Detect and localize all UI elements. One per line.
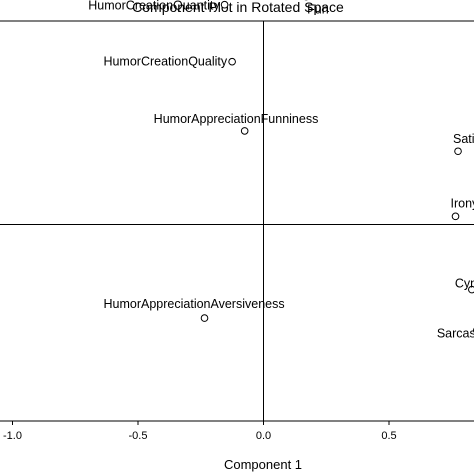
data-point-label: HumorAppreciationFunniness — [154, 112, 319, 126]
data-point — [240, 127, 249, 135]
plot-area — [0, 20, 474, 422]
x-axis-label: Component 1 — [224, 457, 302, 472]
data-point-label: Irony — [451, 196, 474, 210]
x-tick-label: 0.5 — [381, 430, 396, 442]
data-point — [228, 57, 236, 66]
data-points — [200, 0, 474, 333]
data-point-label: Satire — [453, 132, 474, 146]
data-point — [468, 285, 474, 294]
data-point — [200, 314, 209, 322]
data-point-labels: NonsenseBenevolentHumorWitFunHumorCreati… — [88, 0, 474, 340]
x-tick-label: -1.0 — [3, 430, 22, 442]
data-point — [454, 147, 462, 156]
data-point-label: Sarcasm — [437, 326, 474, 340]
data-point-label: HumorAppreciationAversiveness — [104, 297, 285, 311]
data-point — [220, 0, 229, 9]
data-point-label: Cynicism — [455, 277, 474, 291]
data-point-label: Fun — [307, 3, 329, 17]
data-point-label: HumorCreationQuantity — [88, 0, 220, 13]
data-point — [451, 212, 460, 221]
x-tick-label: -0.5 — [129, 430, 148, 442]
chart-title: Component Plot in Rotated Space — [132, 0, 344, 15]
data-point-label: HumorCreationQuality — [103, 55, 227, 69]
x-tick-label: 0.0 — [256, 430, 271, 442]
x-axis: -1.0 -0.5 0.0 0.5 — [3, 421, 397, 442]
